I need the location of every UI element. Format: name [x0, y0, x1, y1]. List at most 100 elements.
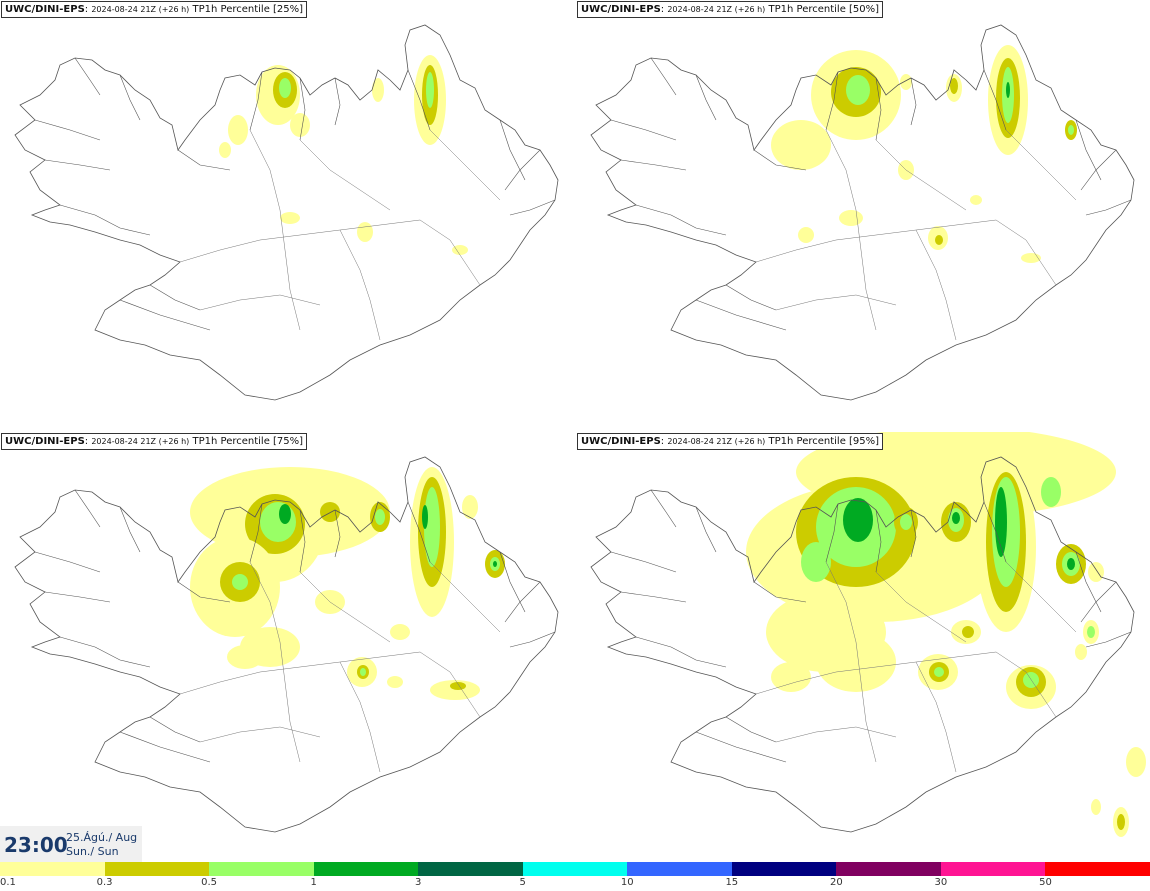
precip-area [995, 487, 1007, 557]
legend-label: 10 [620, 877, 634, 888]
legend-label: 5 [519, 877, 526, 888]
border-line [249, 129, 301, 331]
precip-area [1021, 253, 1041, 263]
precip-area [1023, 672, 1039, 688]
precip-area [900, 514, 912, 530]
precip-area [900, 74, 912, 90]
fjord-line [407, 501, 431, 563]
run-time: 2024-08-24 21Z (+26 h) [667, 437, 766, 446]
precip-area [279, 504, 291, 524]
legend-swatch [836, 862, 941, 876]
precip-area [279, 78, 291, 98]
precip-area [1075, 644, 1087, 660]
fjord-line [299, 77, 306, 141]
coastline [590, 24, 1135, 401]
model-name: UWC/DINI-EPS [5, 4, 85, 15]
precip-area [290, 113, 310, 137]
model-name: UWC/DINI-EPS [581, 436, 661, 447]
fjord-line [499, 119, 526, 181]
fjord-line [620, 591, 687, 603]
fjord-line [119, 74, 141, 121]
border-line [1005, 129, 1077, 201]
fjord-line [119, 731, 211, 763]
precip-area [360, 668, 366, 676]
border-line [199, 726, 321, 743]
map-panel-p50: UWC/DINI-EPS: 2024-08-24 21Z (+26 h) TP1… [576, 0, 1150, 432]
legend-label: 0.5 [201, 877, 218, 888]
fjord-line [334, 509, 341, 558]
precip-area [422, 505, 428, 529]
iceland-map [590, 24, 1135, 401]
precip-area [950, 78, 958, 94]
precip-field [771, 45, 1077, 263]
legend-swatch [104, 862, 210, 876]
map-panel-p25: UWC/DINI-EPS: 2024-08-24 21Z (+26 h) TP1… [0, 0, 574, 432]
legend-swatch [1045, 862, 1150, 876]
legend-label: 0.3 [96, 877, 113, 888]
fjord-line [635, 204, 727, 236]
legend-label: 15 [725, 877, 739, 888]
fjord-line [753, 149, 807, 171]
border-line [419, 219, 481, 286]
border-line [429, 129, 501, 201]
border-line [775, 726, 897, 743]
field-name: TP1h Percentile [95%] [768, 436, 880, 447]
fjord-line [299, 509, 306, 573]
valid-time-box: 23:00 25.Ágú./ Aug Sun./ Sun [0, 826, 142, 862]
precip-area [1087, 626, 1095, 638]
run-time: 2024-08-24 21Z (+26 h) [91, 5, 190, 14]
fjord-line [149, 716, 201, 743]
coastline [14, 24, 559, 401]
border-line [419, 651, 481, 718]
precip-area [320, 502, 340, 522]
precip-area [1117, 814, 1125, 830]
iceland-map [14, 456, 559, 833]
precip-area [450, 682, 466, 690]
precip-area [260, 502, 296, 542]
precip-area [219, 142, 231, 158]
precip-area [1091, 799, 1101, 815]
border-line [875, 571, 967, 643]
fjord-line [249, 503, 263, 563]
legend-swatch [940, 862, 1046, 876]
fjord-line [44, 159, 111, 171]
border-line [995, 219, 1057, 286]
border-line [915, 661, 957, 773]
fjord-line [635, 636, 727, 668]
fjord-line [983, 69, 1007, 131]
fjord-line [509, 199, 556, 216]
map-panel-p75: UWC/DINI-EPS: 2024-08-24 21Z (+26 h) TP1… [0, 432, 574, 864]
fjord-line [753, 581, 807, 603]
fjord-line [504, 149, 541, 191]
precip-area [357, 222, 373, 242]
fjord-line [149, 284, 201, 311]
precip-area [771, 120, 831, 170]
fjord-line [504, 581, 541, 623]
legend-label: 1 [310, 877, 317, 888]
border-line [755, 219, 997, 263]
precip-area [934, 667, 944, 677]
legend-label: 50 [1039, 877, 1052, 888]
precip-area [228, 115, 248, 145]
precip-area [375, 509, 385, 525]
fjord-line [119, 299, 211, 331]
precip-field [219, 55, 468, 255]
precip-area [387, 676, 403, 688]
border-line [775, 294, 897, 311]
precip-area [801, 542, 831, 582]
date-line: 25.Ágú./ Aug [66, 831, 138, 844]
border-line [179, 651, 421, 695]
precip-area [839, 210, 863, 226]
precip-area [430, 680, 480, 700]
legend-swatch [731, 862, 837, 876]
valid-time: 23:00 [4, 833, 68, 857]
fjord-line [34, 119, 101, 141]
fjord-line [650, 489, 677, 528]
fjord-line [825, 71, 839, 131]
fjord-line [59, 204, 151, 236]
color-legend [0, 862, 1150, 876]
day-line: Sun./ Sun [66, 845, 119, 858]
border-line [179, 219, 421, 263]
field-name: TP1h Percentile [25%] [192, 4, 304, 15]
field-name: TP1h Percentile [75%] [192, 436, 304, 447]
